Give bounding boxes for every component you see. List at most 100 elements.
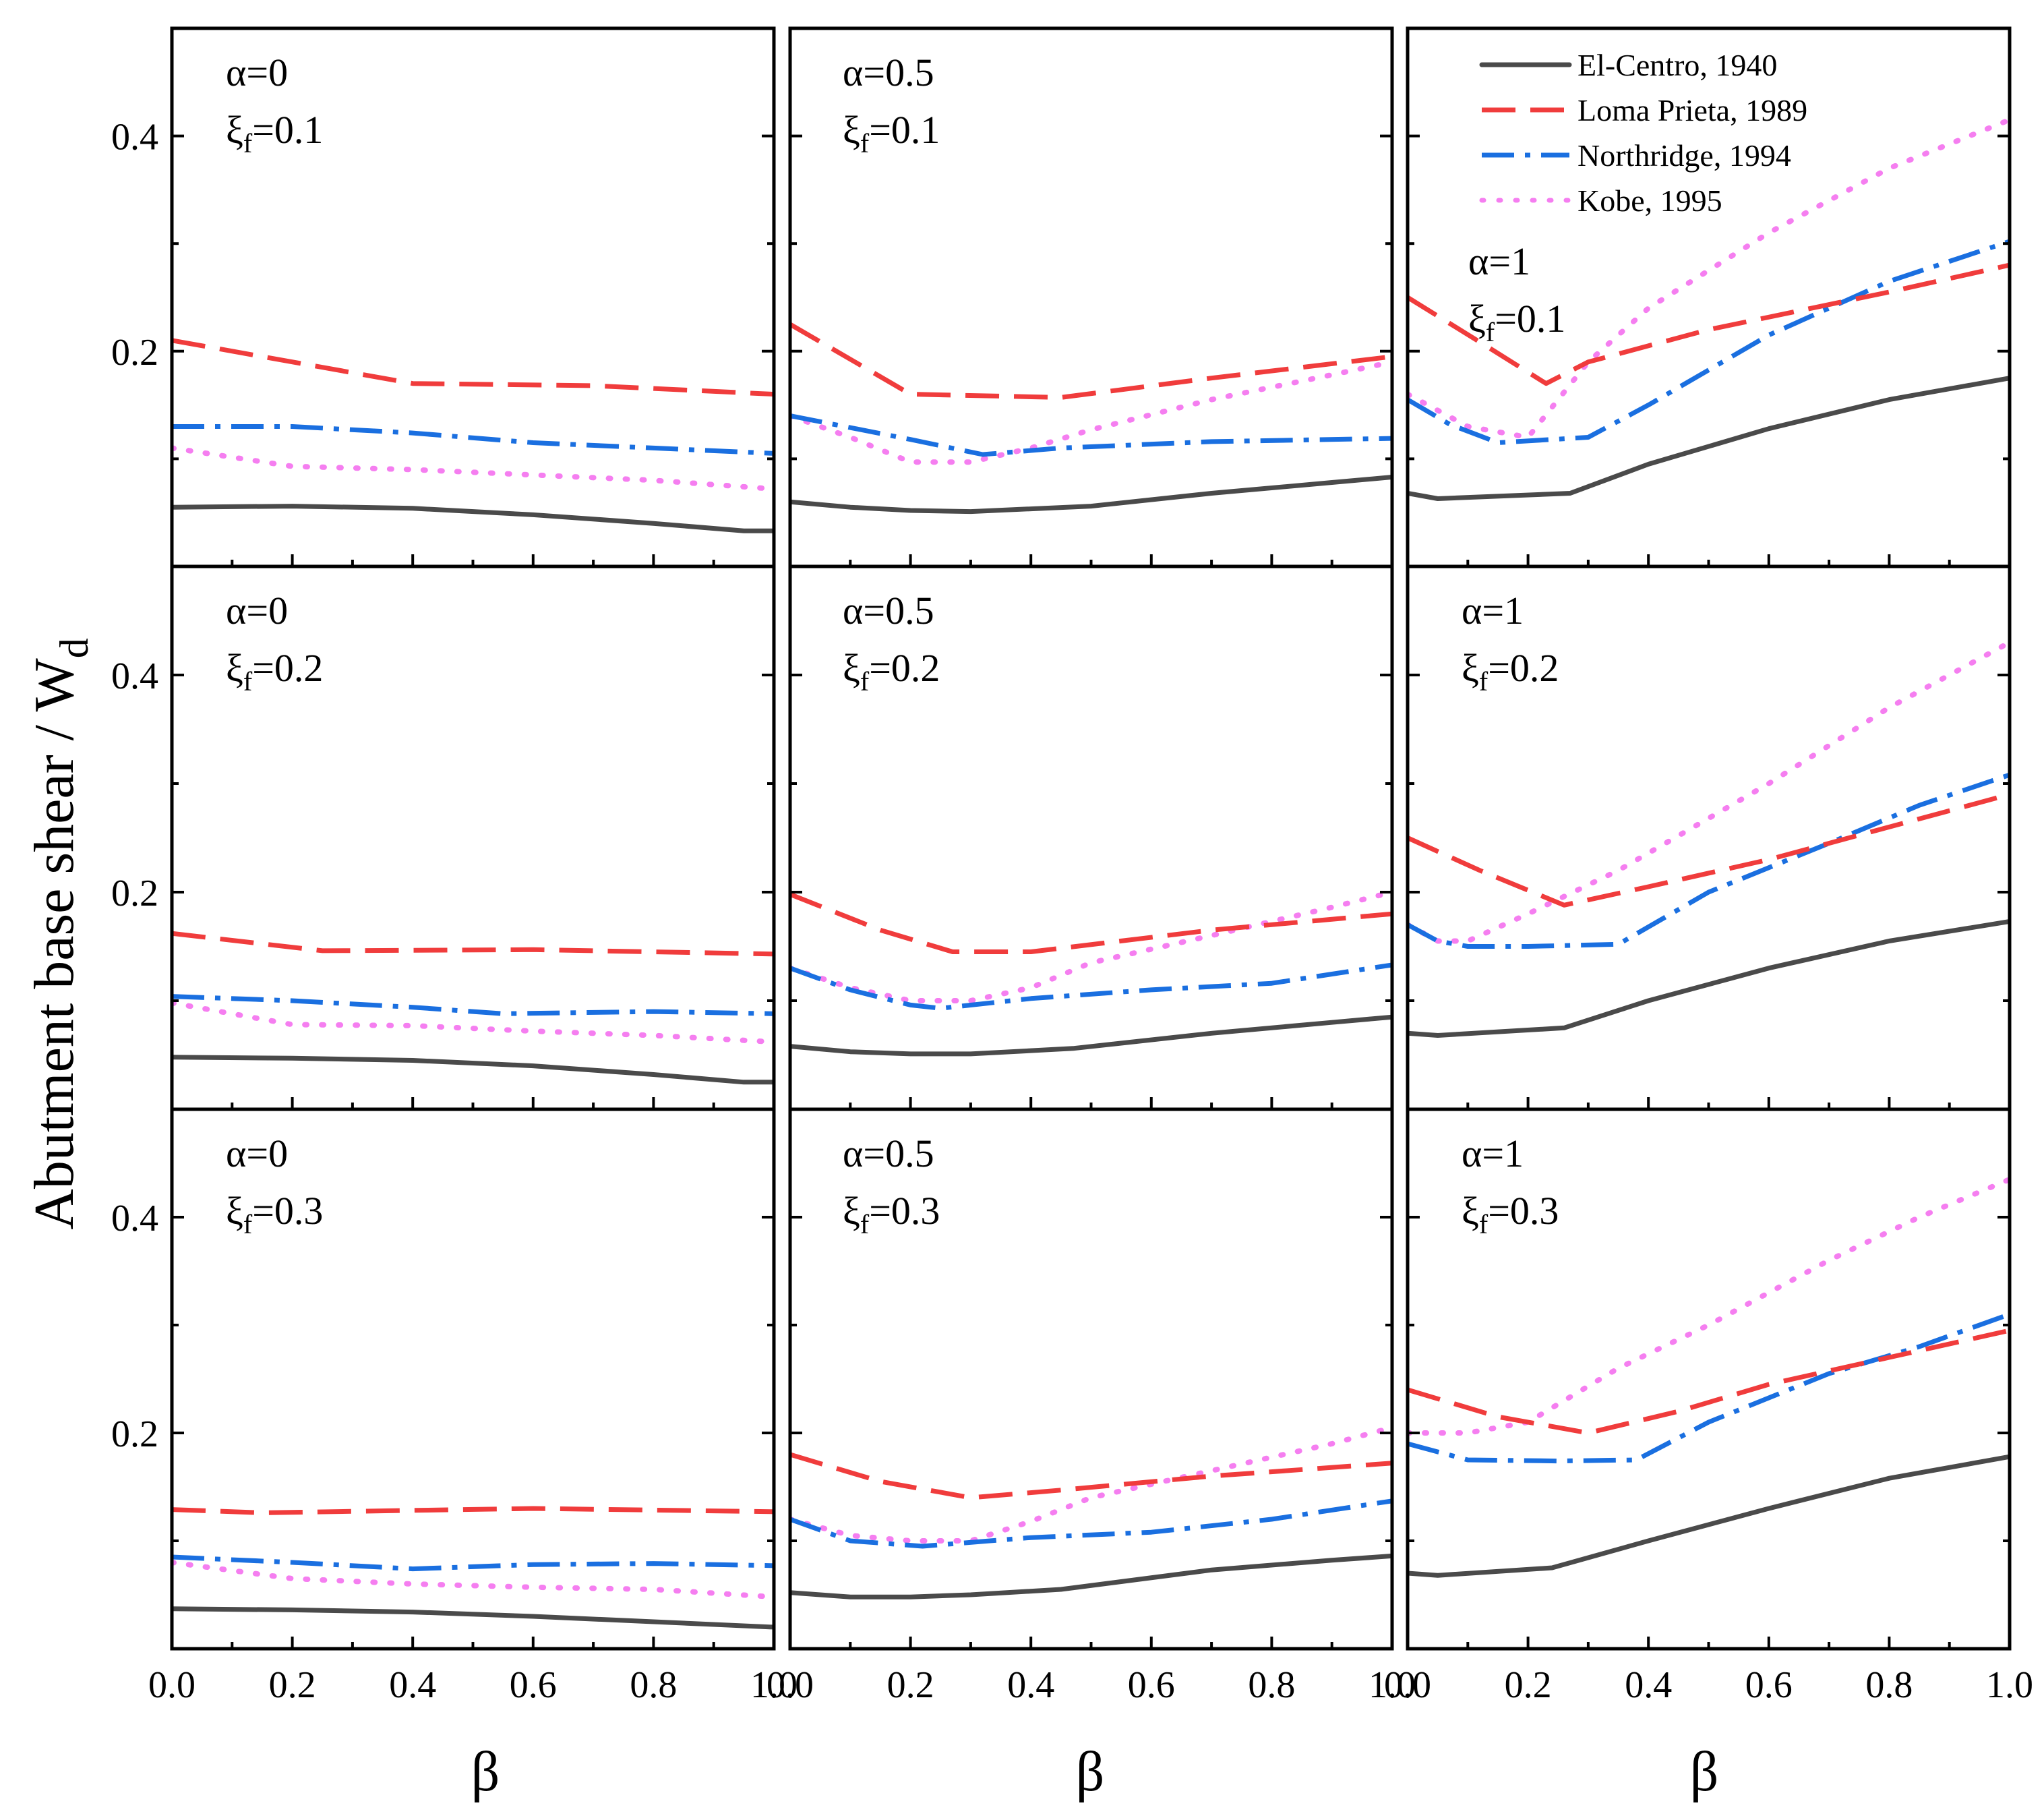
alpha-annotation: α=1 [1468, 239, 1530, 283]
panels-group: 0.20.4α=0ξf=0.1α=0.5ξf=0.1α=1ξf=0.10.20.… [111, 26, 2033, 1706]
series-group [1408, 1177, 2010, 1578]
y-axis-label-main: Abutment base shear / W [23, 658, 86, 1230]
series-line-loma-prieta [790, 1452, 1392, 1500]
panel-r3-c2: 0.0 0.2 0.4 0.6 0.8 1.0 α=0.5 ξf=0.3 [766, 1107, 1416, 1706]
panel-r2-c3: α=1 ξf=0.2 [1406, 564, 2012, 1111]
legend-label: Loma Prieta, 1989 [1577, 93, 1807, 127]
y-axis-label-subscript: d [52, 638, 96, 658]
panel-r1-c1: 0.2 0.4 α=0 ξf=0.1 [111, 26, 776, 568]
x-axis-label-col-3: β [1690, 1740, 1719, 1803]
series-line-el-centro [1408, 1454, 2010, 1578]
y-tick-label: 0.2 [111, 873, 158, 914]
series-group [790, 889, 1392, 1057]
alpha-annotation: α=0 [226, 589, 288, 633]
x-tick-label: 0.6 [1128, 1664, 1175, 1706]
legend-item-northridge: Northridge, 1994 [1482, 138, 1791, 173]
series-group [172, 931, 774, 1085]
x-axis-label-col-2: β [1076, 1740, 1105, 1803]
x-tick-label: 0.0 [148, 1664, 196, 1706]
series-line-northridge [172, 424, 774, 456]
x-tick-label: 0.8 [1865, 1664, 1913, 1706]
y-axis-label: Abutment base shear / Wd [23, 638, 96, 1230]
x-tick-label: 0.2 [1505, 1664, 1552, 1706]
series-line-kobe [172, 1560, 774, 1600]
series-line-kobe [790, 1425, 1392, 1544]
y-tick-label: 0.4 [111, 1198, 158, 1239]
legend: El-Centro, 1940 Loma Prieta, 1989 Northrid… [1479, 48, 1807, 218]
series-line-loma-prieta [172, 1506, 774, 1515]
xi-annotation: ξf=0.3 [226, 1189, 323, 1239]
series-line-el-centro [172, 504, 774, 533]
y-tick-label: 0.4 [111, 117, 158, 158]
series-line-loma-prieta [1408, 262, 2010, 386]
x-tick-label: 0.2 [887, 1664, 934, 1706]
alpha-annotation: α=0 [226, 51, 288, 94]
x-tick-label: 0.6 [1745, 1664, 1793, 1706]
series-line-northridge [790, 1498, 1392, 1549]
xi-annotation: ξf=0.2 [1462, 646, 1559, 697]
series-line-kobe [172, 1000, 774, 1045]
series-line-kobe [1408, 639, 2010, 944]
xi-annotation: ξf=0.2 [226, 646, 323, 697]
x-tick-label: 1.0 [1986, 1664, 2033, 1706]
xi-annotation: ξf=0.1 [226, 108, 323, 158]
alpha-annotation: α=0 [226, 1132, 288, 1175]
legend-label: El-Centro, 1940 [1577, 48, 1777, 82]
legend-label: Northridge, 1994 [1577, 138, 1791, 173]
alpha-annotation: α=0.5 [843, 51, 934, 94]
series-line-loma-prieta [790, 322, 1392, 400]
x-tick-label: 0.2 [269, 1664, 316, 1706]
legend-label: Kobe, 1995 [1577, 183, 1722, 218]
series-line-northridge [1408, 772, 2010, 949]
x-tick-label: 0.4 [1007, 1664, 1054, 1706]
series-line-el-centro [172, 1606, 774, 1630]
y-tick-label: 0.2 [111, 1413, 158, 1455]
panel-r3-c3: 0.0 0.2 0.4 0.6 0.8 1.0 α=1 ξf=0.3 [1384, 1107, 2033, 1706]
series-line-el-centro [172, 1055, 774, 1085]
series-line-el-centro [1408, 919, 2010, 1038]
y-tick-label: 0.4 [111, 655, 158, 697]
x-tick-label: 0.4 [1625, 1664, 1672, 1706]
series-line-northridge [790, 962, 1392, 1011]
alpha-annotation: α=1 [1462, 1132, 1524, 1175]
x-tick-label: 1.0 [750, 1664, 798, 1706]
x-axis-label-col-1: β [471, 1740, 500, 1803]
x-tick-label: 0.4 [389, 1664, 436, 1706]
legend-item-el-centro: El-Centro, 1940 [1479, 48, 1777, 82]
panel-r3-c1: 0.2 0.4 0.0 0.2 0.4 0.6 0.8 1.0 α=0 ξf=0.3 [111, 1107, 798, 1706]
alpha-annotation: α=0.5 [843, 589, 934, 633]
series-line-kobe [790, 359, 1392, 465]
x-tick-label: 1.0 [1369, 1664, 1416, 1706]
alpha-annotation: α=0.5 [843, 1132, 934, 1175]
series-group [172, 1506, 774, 1630]
series-group [1408, 639, 2010, 1038]
xi-annotation: ξf=0.3 [843, 1189, 940, 1239]
xi-annotation: ξf=0.2 [843, 646, 940, 697]
series-line-northridge [172, 1554, 774, 1572]
xi-annotation: ξf=0.1 [1468, 297, 1565, 347]
y-tick-label: 0.2 [111, 332, 158, 374]
series-line-loma-prieta [1408, 1328, 2010, 1436]
series-line-northridge [790, 413, 1392, 457]
series-group [790, 322, 1392, 515]
panel-r1-c2: α=0.5 ξf=0.1 [788, 26, 1394, 568]
series-line-northridge [1408, 1312, 2010, 1464]
xi-annotation: ξf=0.1 [843, 108, 940, 158]
alpha-annotation: α=1 [1462, 589, 1524, 633]
series-line-northridge [172, 994, 774, 1016]
series-line-loma-prieta [790, 891, 1392, 954]
series-line-kobe [790, 889, 1392, 1003]
series-line-loma-prieta [1408, 792, 2010, 908]
x-tick-label: 0.0 [766, 1664, 814, 1706]
series-line-el-centro [1408, 376, 2010, 501]
series-group [1408, 117, 2010, 501]
xi-annotation: ξf=0.3 [1462, 1189, 1559, 1239]
series-line-kobe [1408, 1177, 2010, 1436]
series-group [790, 1425, 1392, 1599]
series-line-northridge [1408, 239, 2010, 445]
series-line-el-centro [790, 475, 1392, 515]
x-tick-label: 0.0 [1384, 1664, 1431, 1706]
legend-item-kobe: Kobe, 1995 [1479, 183, 1722, 218]
legend-item-loma-prieta: Loma Prieta, 1989 [1482, 93, 1807, 127]
